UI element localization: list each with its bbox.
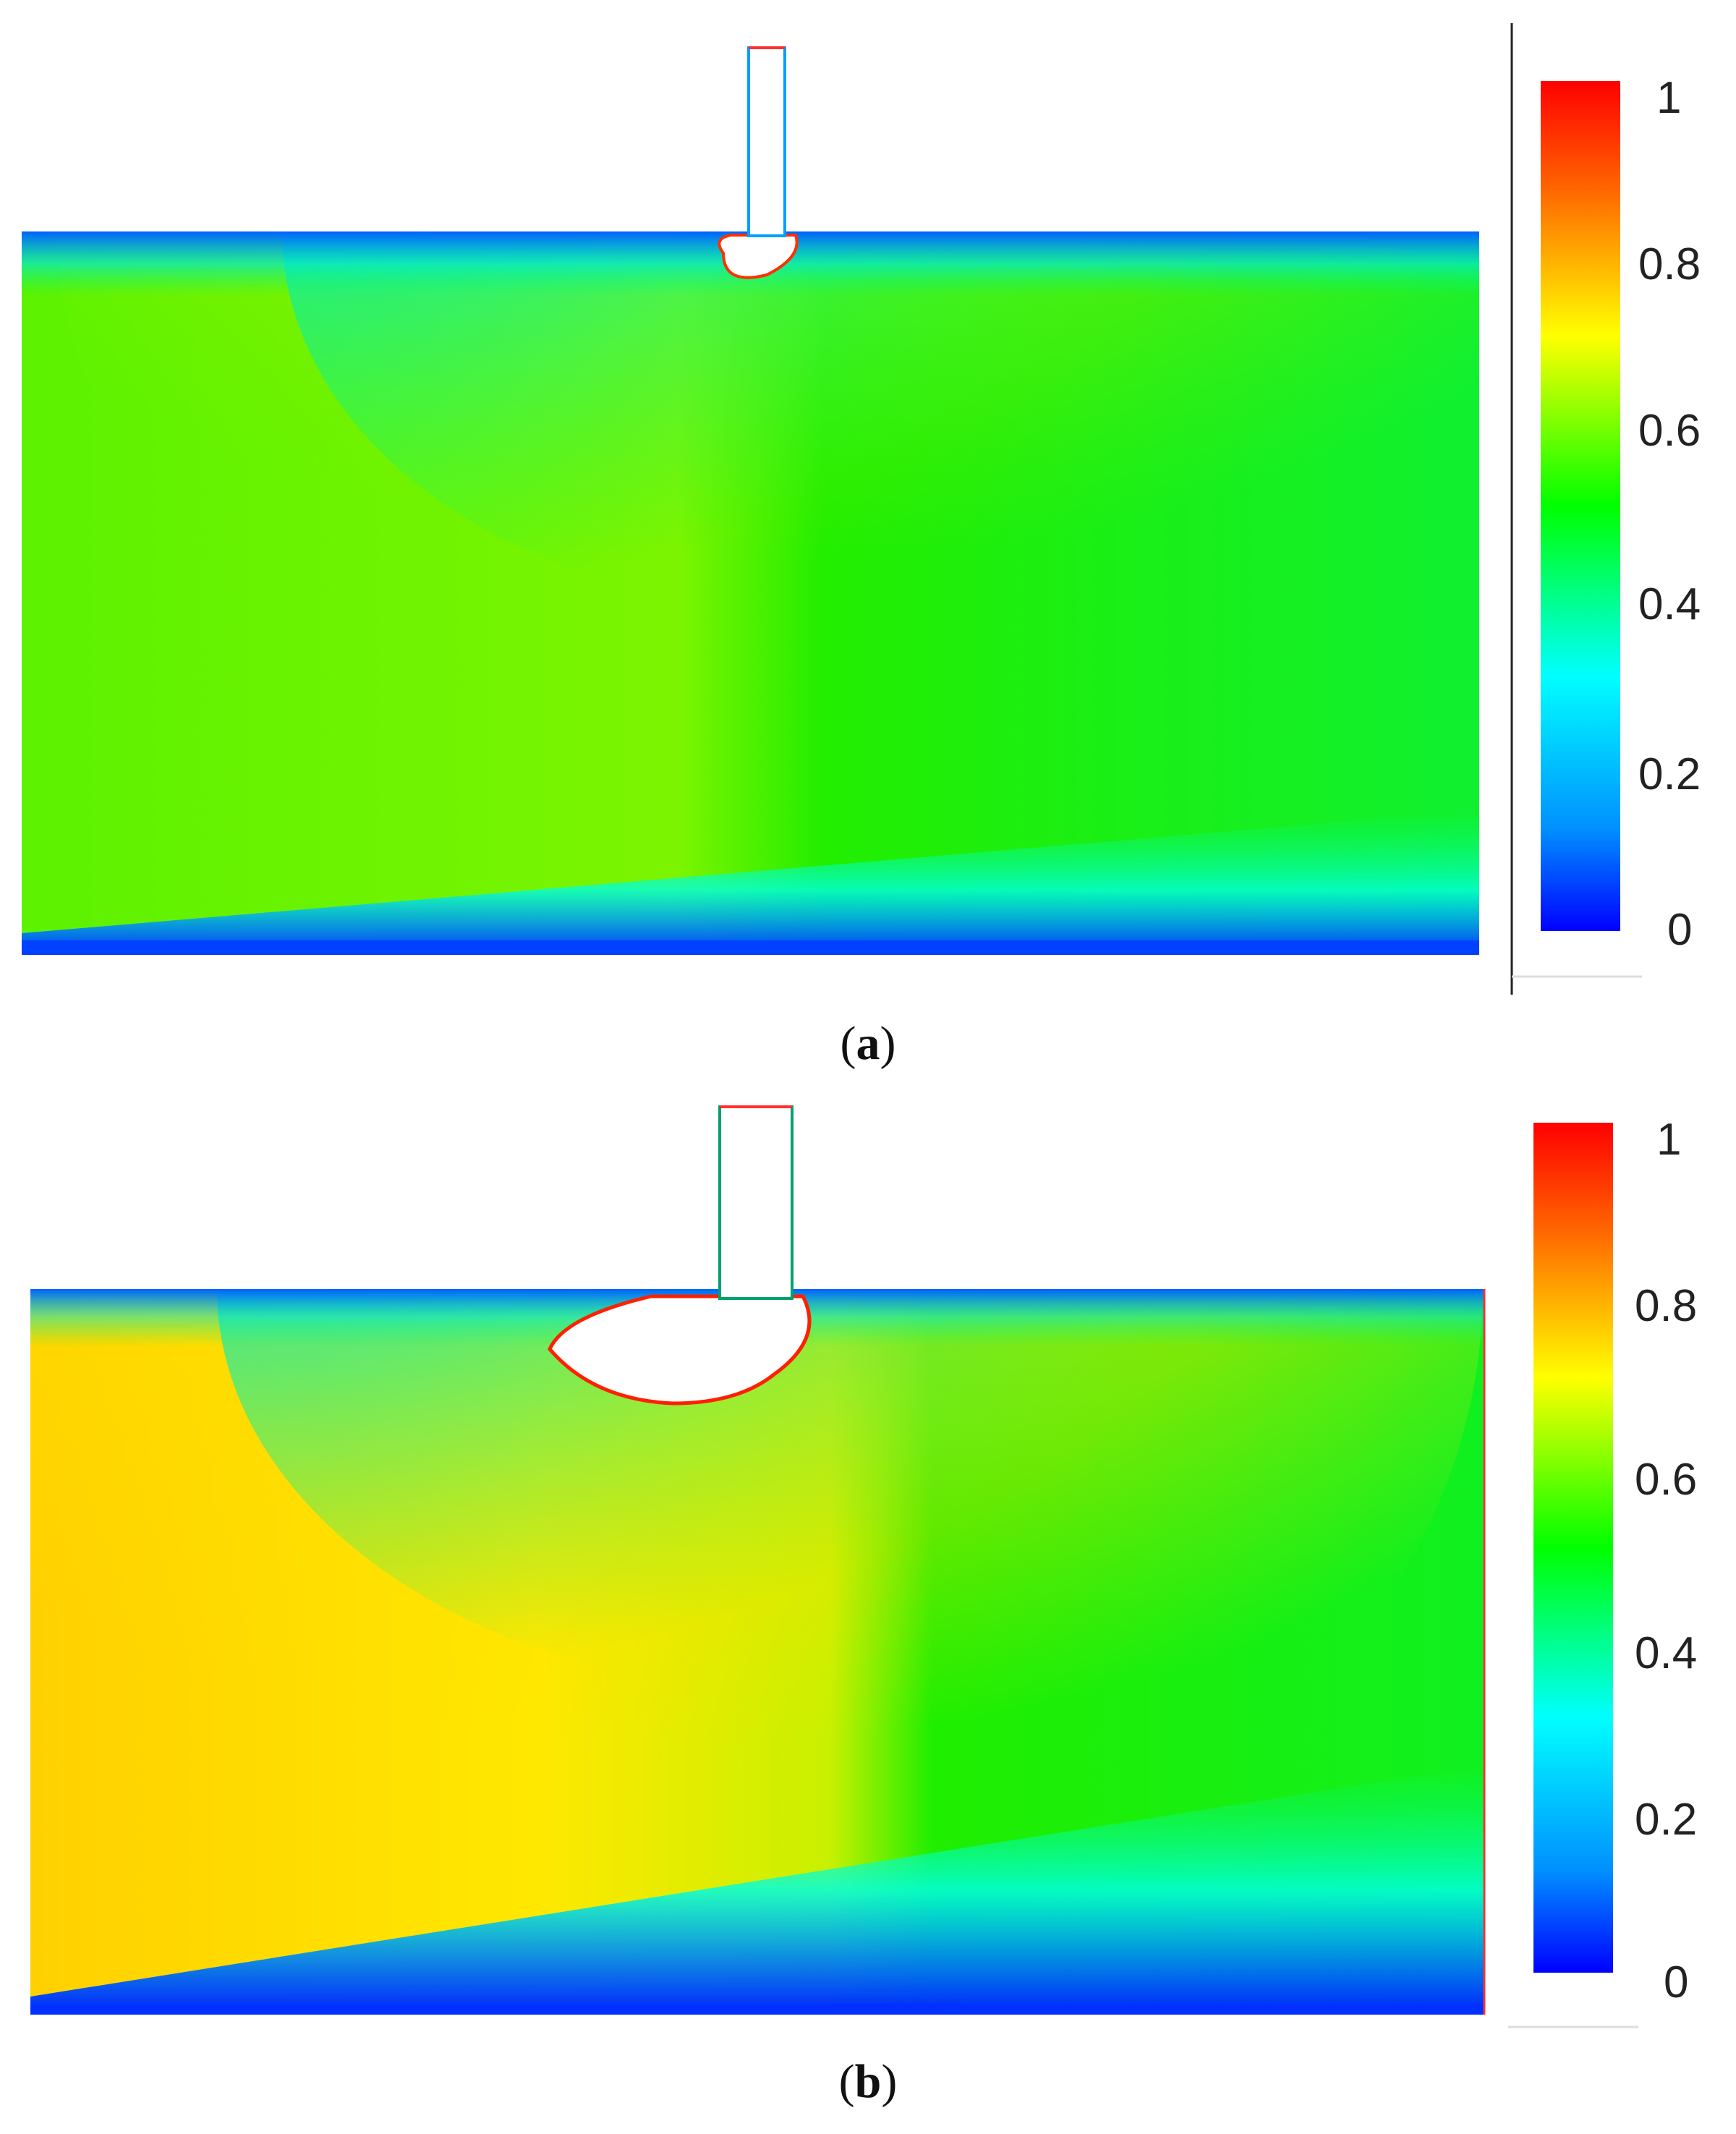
caption-a: (a) [840, 1017, 896, 1070]
nozzle-b [718, 1105, 793, 1300]
colorbar-a-tick-0.2: 0.2 [1638, 749, 1701, 799]
panel-b: 1 0.8 0.6 0.4 0.2 0 (b) [0, 1071, 1736, 2134]
bubble-a [718, 234, 799, 279]
colorbar-a-tick-0.4: 0.4 [1638, 579, 1701, 629]
caption-b: (b) [838, 2055, 898, 2108]
colorbar-a-tick-0.6: 0.6 [1638, 406, 1701, 456]
colorbar-b-tick-1: 1 [1656, 1115, 1682, 1165]
nozzle-a [747, 46, 786, 237]
colorbar-b-tick-0.6: 0.6 [1635, 1455, 1698, 1505]
contour-plot-b [30, 1105, 1638, 2028]
colorbar-a [1541, 81, 1620, 931]
panel-a: 1 0.8 0.6 0.4 0.2 0 (a) [22, 23, 1701, 1070]
domain-field-b [30, 1289, 1484, 2015]
colorbar-a-tick-1: 1 [1656, 73, 1682, 123]
contour-plot-a [22, 23, 1642, 995]
colorbar-a-tick-0.8: 0.8 [1638, 239, 1701, 289]
colorbar-b-tick-0.8: 0.8 [1635, 1281, 1698, 1331]
domain-field-a [22, 231, 1479, 955]
colorbar-b [1533, 1123, 1613, 1973]
colorbar-b-tick-0: 0 [1664, 1957, 1689, 2007]
bubble-b [548, 1294, 812, 1406]
colorbar-a-tick-0: 0 [1667, 905, 1693, 955]
colorbar-b-tick-0.4: 0.4 [1635, 1628, 1698, 1678]
colorbar-b-tick-0.2: 0.2 [1635, 1795, 1698, 1845]
